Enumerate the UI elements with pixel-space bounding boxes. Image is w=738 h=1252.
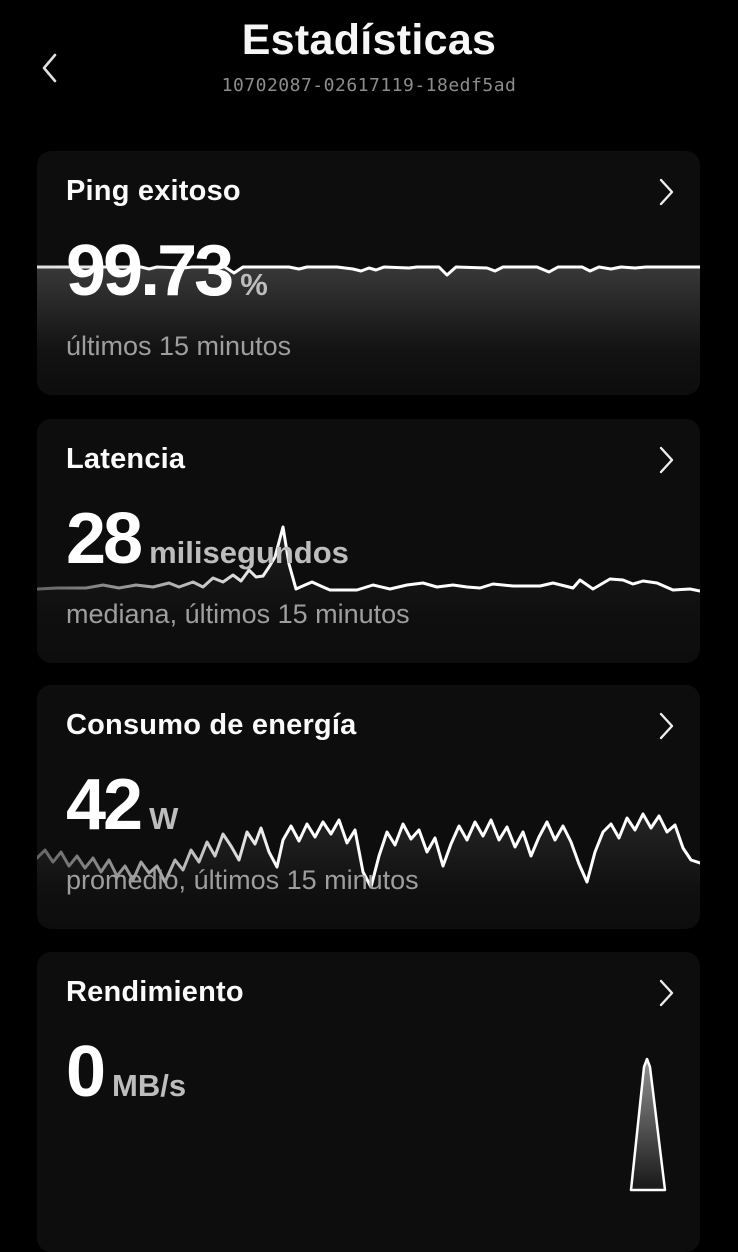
power-unit: W xyxy=(149,801,179,836)
power-caption: promedio, últimos 15 minutos xyxy=(66,865,419,895)
ping-unit: % xyxy=(240,267,268,302)
card-title: Ping exitoso xyxy=(66,175,241,207)
device-id: 10702087-02617119-18edf5ad xyxy=(221,75,517,96)
power-sparkline-chart xyxy=(37,812,700,929)
card-power[interactable]: Consumo de energía 42 W promedio, último… xyxy=(37,685,700,929)
latency-value: 28 xyxy=(66,499,143,579)
card-throughput[interactable]: Rendimiento 0 MB/s xyxy=(37,952,700,1252)
header: Estadísticas 10702087-02617119-18edf5ad xyxy=(0,0,738,96)
ping-value: 99.73 xyxy=(66,231,234,311)
latency-caption: mediana, últimos 15 minutos xyxy=(66,599,410,629)
card-title: Rendimiento xyxy=(66,976,244,1008)
card-latency[interactable]: Latencia 28 milisegundos mediana, último… xyxy=(37,419,700,663)
ping-sparkline-chart xyxy=(37,265,700,395)
back-button[interactable] xyxy=(30,46,70,90)
chevron-right-icon[interactable] xyxy=(654,177,678,207)
throughput-unit: MB/s xyxy=(112,1068,187,1103)
chevron-right-icon[interactable] xyxy=(654,711,678,741)
card-title: Consumo de energía xyxy=(66,709,357,741)
ping-caption: últimos 15 minutos xyxy=(66,331,292,361)
latency-unit: milisegundos xyxy=(149,535,349,570)
power-value: 42 xyxy=(66,765,143,845)
throughput-value: 0 xyxy=(66,1032,106,1112)
card-ping[interactable]: Ping exitoso 99.73 % últimos 15 minutos xyxy=(37,151,700,395)
chevron-left-icon xyxy=(42,53,57,83)
latency-sparkline-chart xyxy=(37,525,700,662)
chevron-right-icon[interactable] xyxy=(654,445,678,475)
card-title: Latencia xyxy=(66,443,186,475)
chevron-right-icon[interactable] xyxy=(654,978,678,1008)
page-title: Estadísticas xyxy=(241,16,497,64)
